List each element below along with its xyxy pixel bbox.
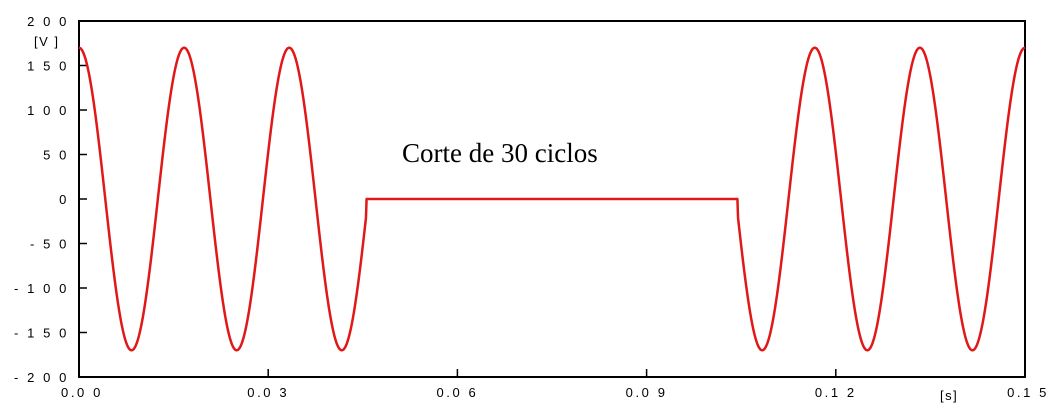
y-tick-label: 5 0 — [43, 148, 69, 163]
x-tick-label: 0.0 9 — [626, 385, 668, 400]
y-tick-label: 1 0 0 — [27, 103, 69, 118]
y-tick-label: 1 5 0 — [27, 59, 69, 74]
x-tick-label: 0.1 5 — [1007, 385, 1049, 400]
voltage-series-line — [78, 46, 1026, 352]
y-axis-unit: [V ] — [34, 34, 60, 49]
x-tick-label: 0.0 3 — [247, 385, 289, 400]
x-tick-label: 0.0 6 — [436, 385, 478, 400]
x-axis-unit: [s] — [940, 388, 958, 403]
y-tick-label: - 1 5 0 — [14, 326, 69, 341]
chart-annotation: Corte de 30 ciclos — [402, 138, 598, 168]
y-tick-label: 2 0 0 — [27, 14, 69, 29]
x-tick-label: 0.0 0 — [61, 385, 103, 400]
y-tick-label: - 2 0 0 — [14, 370, 69, 385]
y-tick-label: - 5 0 — [30, 237, 69, 252]
y-tick-label: 0 — [59, 192, 69, 207]
y-axis: 2 0 0 1 5 0 1 0 0 5 0 0 - 5 0 - 1 0 0 - 1 5 0 - … — [14, 14, 87, 385]
x-axis: 0.0 0 0.0 3 0.0 6 0.0 9 0.1 2 0.1 5 — [61, 369, 1049, 400]
y-tick-label: - 1 0 0 — [14, 281, 69, 296]
x-tick-label: 0.1 2 — [815, 385, 857, 400]
